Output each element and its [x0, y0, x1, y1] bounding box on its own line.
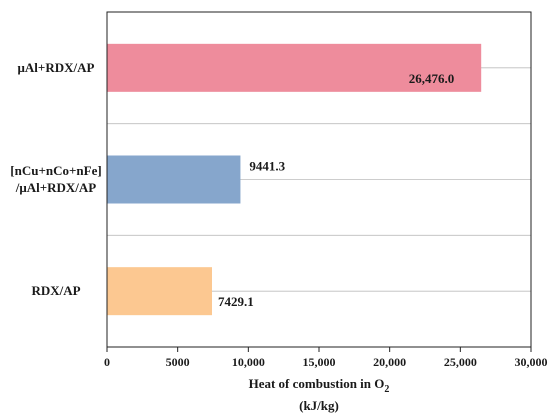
bars [107, 43, 482, 316]
bar [107, 155, 241, 204]
category-label-line: RDX/AP [31, 283, 80, 298]
x-tick-label: 20,000 [373, 355, 406, 369]
x-tick-label: 25,000 [444, 355, 477, 369]
category-label: RDX/AP [31, 283, 80, 298]
x-tick-label: 0 [104, 355, 110, 369]
value-label: 26,476.0 [409, 71, 455, 86]
x-axis-title-subscript: 2 [384, 384, 389, 395]
x-tick-label: 5000 [166, 355, 190, 369]
x-tick-label: 30,000 [515, 355, 548, 369]
x-axis-unit: (kJ/kg) [299, 398, 339, 413]
x-axis-title: Heat of combustion in O2 [249, 376, 390, 395]
bar [107, 267, 212, 316]
bar [107, 43, 482, 92]
value-labels: 26,476.0 9441.3 7429.1 [218, 71, 454, 309]
value-label: 9441.3 [249, 159, 285, 174]
x-tick-label: 10,000 [232, 355, 265, 369]
category-label-line: /μAl+RDX/AP [15, 180, 97, 195]
x-axis: 0 5000 10,000 15,000 20,000 25,000 30,000 [104, 347, 548, 369]
x-axis-title-main: Heat of combustion in O [249, 376, 385, 391]
category-label: μAl+RDX/AP [18, 60, 95, 75]
value-label: 7429.1 [218, 294, 254, 309]
x-tick-label: 15,000 [303, 355, 336, 369]
category-label: [nCu+nCo+nFe] /μAl+RDX/AP [10, 163, 101, 195]
category-label-line: [nCu+nCo+nFe] [10, 163, 101, 178]
category-labels: μAl+RDX/AP [nCu+nCo+nFe] /μAl+RDX/AP RDX/AP [10, 60, 101, 298]
category-label-line: μAl+RDX/AP [18, 60, 95, 75]
